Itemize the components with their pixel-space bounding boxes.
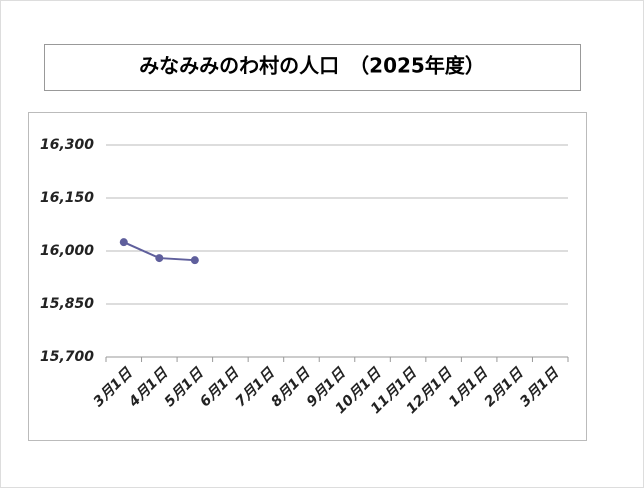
data-point [190, 256, 199, 265]
plot-frame [28, 112, 587, 441]
y-tick-label: 15,700 [40, 349, 94, 365]
y-tick-label: 15,850 [40, 296, 94, 312]
chart-title: みなみみのわ村の人口 （2025年度） [139, 54, 485, 78]
y-tick-label: 16,150 [40, 190, 94, 206]
y-tick-label: 16,000 [40, 243, 94, 259]
data-point [119, 238, 128, 247]
y-tick-label: 16,300 [40, 137, 94, 153]
title-box [44, 44, 581, 91]
data-point [155, 254, 164, 263]
